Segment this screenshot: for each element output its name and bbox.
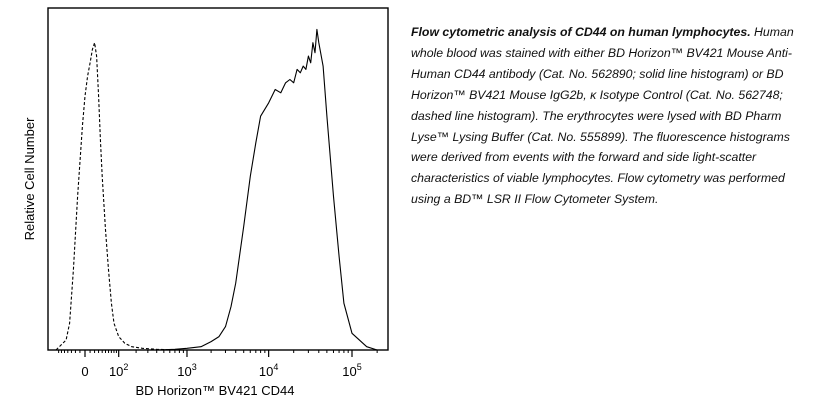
plot-frame [47, 7, 389, 351]
y-axis-label: Relative Cell Number [22, 117, 37, 240]
x-axis-label: BD Horizon™ BV421 CD44 [136, 383, 295, 398]
caption-title: Flow cytometric analysis of CD44 on huma… [411, 25, 751, 39]
caption-body: Human whole blood was stained with eithe… [411, 25, 794, 207]
isotype-control-histogram [55, 42, 187, 351]
cd44-histogram [156, 28, 378, 351]
x-tick-label: 104 [259, 362, 278, 379]
x-tick-label: 0 [81, 364, 88, 379]
x-tick-label: 105 [342, 362, 361, 379]
x-tick-label: 103 [177, 362, 196, 379]
histogram-chart: 0 102 103 104 105 BD Horizon™ BV421 CD44 Relat… [22, 7, 389, 398]
histogram-figure: 0 102 103 104 105 BD Horizon™ BV421 CD44 Relat… [0, 0, 400, 405]
x-tick-label: 102 [109, 362, 128, 379]
figure-caption: Flow cytometric analysis of CD44 on huma… [411, 22, 811, 210]
